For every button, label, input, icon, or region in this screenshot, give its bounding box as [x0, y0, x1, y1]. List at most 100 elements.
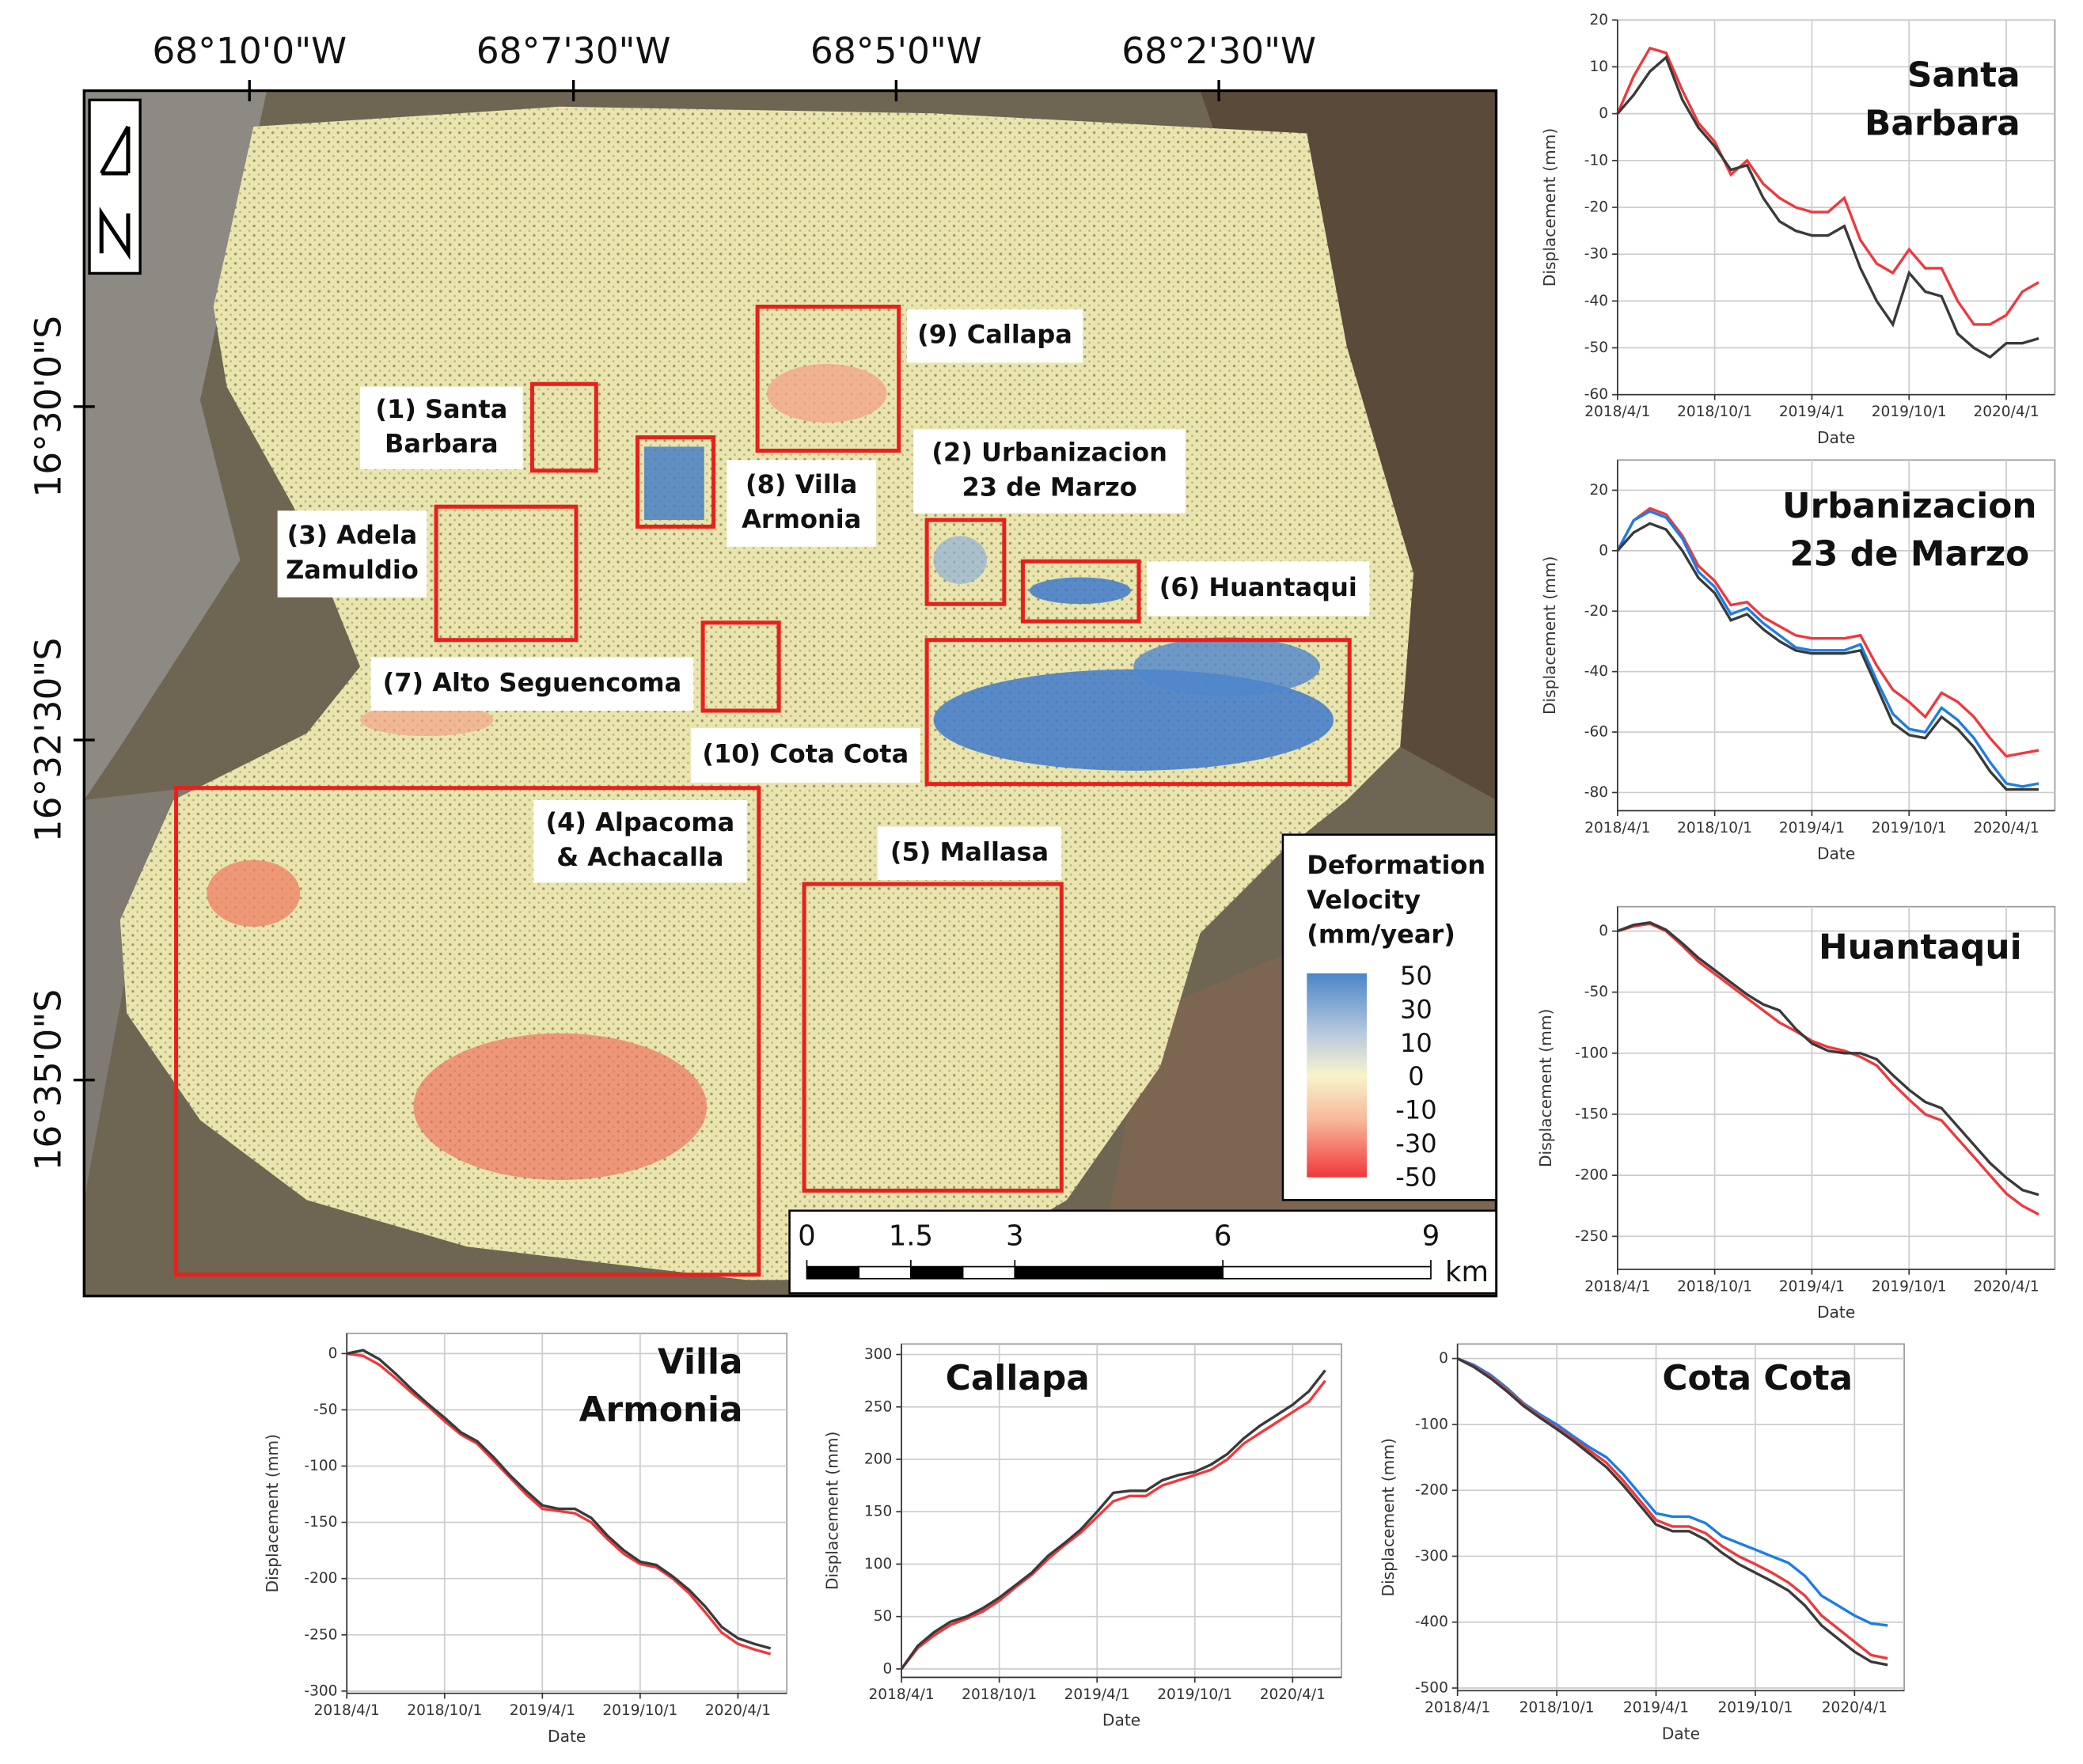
area-label-box [727, 460, 877, 547]
area-label-box [360, 386, 523, 470]
longitude-label: 68°10'0"W [152, 30, 347, 72]
area-box [174, 786, 761, 1277]
y-tick-label: 200 [864, 1451, 892, 1467]
y-tick-label: 0 [883, 1660, 893, 1677]
legend-tick-label: 50 [1400, 961, 1432, 991]
north-arrow-glyph [99, 125, 131, 260]
y-tick-label: 0 [1439, 1350, 1448, 1367]
x-tick-label: 2020/4/1 [1822, 1700, 1888, 1717]
x-axis-label: Date [1817, 1303, 1855, 1322]
series-line [1617, 920, 2039, 1197]
x-tick-label: 2020/4/1 [1973, 1278, 2039, 1295]
y-tick-label: -40 [1584, 663, 1608, 680]
legend-title: Velocity [1307, 885, 1421, 915]
area-label: (1) Santa [375, 394, 507, 424]
line-chart: -60 -50 -40 -30 -20 -10 0 10 20 2018/4/1 2018/10/1… [1540, 12, 2056, 447]
chart-title: Huantaqui [1819, 928, 2022, 968]
area-label: (3) Adela [287, 520, 418, 550]
line-chart: -250 -200 -150 -100 -50 0 2018/4/1 2018/10/1 201… [1536, 905, 2056, 1322]
scale-tick-label: 3 [1006, 1220, 1024, 1253]
area-box [924, 638, 1352, 787]
scale-tick-label: 9 [1422, 1220, 1440, 1253]
series-line [1617, 922, 2039, 1216]
y-tick-label: 10 [1589, 59, 1608, 75]
y-tick-label: 50 [874, 1608, 893, 1625]
subsidence-patch [643, 446, 704, 521]
latitude-label: 16°35'0"S [28, 989, 70, 1171]
y-tick-label: -300 [304, 1682, 337, 1699]
scale-tick-label: 0 [798, 1220, 816, 1253]
legend-title: Deformation [1307, 850, 1485, 880]
x-tick-label: 2019/10/1 [1157, 1686, 1232, 1703]
y-tick-label: 0 [1599, 542, 1608, 559]
chart-title: Callapa [946, 1358, 1090, 1398]
x-tick-label: 2018/10/1 [962, 1686, 1037, 1703]
series-line [1616, 522, 2039, 791]
x-tick-label: 2019/4/1 [1779, 820, 1845, 836]
x-tick-label: 2019/10/1 [1872, 1278, 1947, 1295]
series-line [1616, 55, 2039, 359]
y-axis-label: Displacement (mm) [263, 1434, 282, 1592]
chart-title: Villa [658, 1342, 743, 1383]
y-axis-label: Displacement (mm) [823, 1432, 842, 1590]
x-tick-label: 2018/4/1 [1584, 820, 1650, 836]
area-label: & Achacalla [556, 842, 723, 872]
x-axis-label: Date [1102, 1711, 1140, 1730]
area-label: (10) Cota Cota [702, 738, 909, 768]
x-tick-label: 2018/4/1 [869, 1686, 935, 1703]
y-tick-label: -200 [304, 1570, 337, 1587]
plot-area [901, 1343, 1342, 1679]
x-tick-label: 2019/4/1 [1064, 1686, 1130, 1703]
chart-title: Armonia [579, 1390, 743, 1430]
x-tick-label: 2019/10/1 [602, 1702, 677, 1719]
x-tick-label: 2019/4/1 [1779, 1278, 1845, 1295]
scale-segment [1222, 1265, 1432, 1280]
y-tick-label: -50 [313, 1402, 337, 1418]
area-label-box [533, 799, 747, 883]
area-label: 23 de Marzo [962, 472, 1136, 502]
area-box [635, 435, 716, 529]
area-box [434, 504, 579, 643]
y-tick-label: -40 [1584, 293, 1608, 309]
legend-title: (mm/year) [1307, 920, 1455, 950]
legend-tick-label: 10 [1400, 1028, 1432, 1058]
x-tick-label: 2018/4/1 [1584, 1278, 1650, 1295]
area-label: Zamuldio [286, 555, 419, 585]
series-line [1616, 46, 2039, 326]
latitude-label: 16°30'0"S [28, 316, 70, 498]
series-line [346, 1349, 772, 1650]
scale-segment [858, 1265, 912, 1280]
colorbar [1307, 973, 1368, 1178]
area-label: (2) Urbanizacion [931, 438, 1167, 468]
area-box [802, 882, 1064, 1193]
y-tick-label: 20 [1589, 12, 1608, 28]
uplift-patch [207, 859, 301, 927]
chart-title: Urbanizacion [1782, 486, 2037, 526]
y-tick-label: 0 [328, 1345, 338, 1362]
area-box [755, 304, 901, 453]
y-axis-label: Displacement (mm) [1536, 1009, 1555, 1167]
series-line [900, 1379, 1326, 1670]
y-tick-label: -50 [1584, 984, 1608, 1000]
x-tick-label: 2018/4/1 [1425, 1700, 1490, 1717]
plot-area [1616, 905, 2056, 1270]
chart-title: Cota Cota [1662, 1358, 1853, 1398]
y-tick-label: 20 [1589, 482, 1608, 499]
area-label: (7) Alto Seguencoma [383, 667, 682, 697]
x-tick-label: 2019/4/1 [1779, 404, 1845, 420]
y-axis-label: Displacement (mm) [1379, 1438, 1398, 1596]
series-line [900, 1369, 1326, 1670]
area-label: Armonia [742, 504, 861, 534]
x-tick-label: 2019/10/1 [1717, 1700, 1793, 1717]
x-tick-label: 2020/4/1 [705, 1702, 771, 1719]
area-label-box [1147, 561, 1370, 616]
y-tick-label: -50 [1584, 340, 1608, 356]
scale-segment [1014, 1265, 1224, 1280]
x-tick-label: 2018/10/1 [1677, 820, 1752, 836]
y-tick-label: -60 [1584, 724, 1608, 741]
y-tick-label: -150 [304, 1514, 337, 1531]
x-tick-label: 2018/10/1 [1520, 1700, 1595, 1717]
x-axis-label: Date [1662, 1724, 1700, 1743]
y-tick-label: -30 [1584, 246, 1608, 263]
series-line [346, 1352, 772, 1656]
